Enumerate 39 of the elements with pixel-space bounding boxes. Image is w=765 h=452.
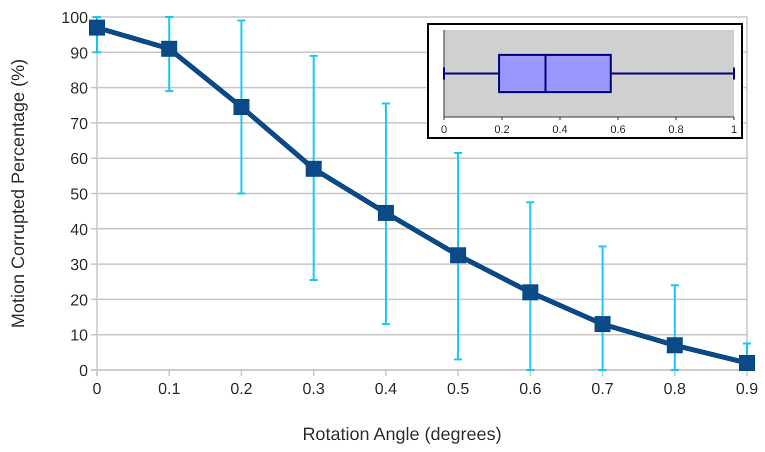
point bbox=[739, 354, 755, 371]
y-tick-label: 100 bbox=[61, 10, 88, 27]
x-tick-label: 0 bbox=[92, 381, 102, 398]
x-tick-label: 0.6 bbox=[610, 124, 626, 136]
x-tick-label: 0.4 bbox=[374, 381, 398, 398]
point bbox=[89, 20, 105, 36]
point bbox=[161, 40, 178, 57]
y-tick-label: 60 bbox=[70, 151, 88, 168]
point bbox=[522, 284, 538, 300]
y-tick-label: 0 bbox=[79, 363, 88, 380]
y-tick-label: 80 bbox=[70, 80, 88, 98]
point bbox=[450, 247, 466, 264]
x-tick-label: 0 bbox=[440, 124, 448, 136]
x-tick-label: 0.2 bbox=[494, 124, 510, 136]
y-tick-label: 10 bbox=[70, 328, 88, 345]
x-axis-title: Rotation Angle (degrees) bbox=[302, 424, 502, 444]
point bbox=[666, 337, 683, 354]
y-tick-label: 30 bbox=[70, 257, 88, 274]
x-tick-label: 0.3 bbox=[302, 381, 325, 398]
point bbox=[233, 99, 250, 116]
y-tick-label: 70 bbox=[70, 116, 88, 133]
y-tick-label: 50 bbox=[70, 186, 88, 204]
x-tick-label: 0.8 bbox=[668, 124, 684, 136]
y-axis-title: Motion Corrupted Percentage (%) bbox=[8, 58, 28, 328]
x-tick-label: 0.5 bbox=[446, 381, 470, 398]
point bbox=[594, 316, 611, 332]
x-tick-label: 0.8 bbox=[664, 381, 686, 398]
x-tick-label: 0.7 bbox=[591, 381, 614, 398]
x-tick-label: 0.9 bbox=[736, 381, 758, 398]
x-tick-label: 0.6 bbox=[519, 381, 542, 398]
x-tick-label: 1 bbox=[730, 124, 738, 136]
point bbox=[378, 204, 394, 221]
y-tick-label: 90 bbox=[70, 45, 88, 62]
x-tick-label: 0.4 bbox=[552, 124, 568, 136]
x-tick-label: 0.1 bbox=[158, 381, 180, 398]
x-tick-label: 0.2 bbox=[230, 381, 253, 398]
point bbox=[306, 160, 322, 177]
y-tick-label: 40 bbox=[70, 222, 88, 239]
y-tick-label: 20 bbox=[70, 292, 88, 310]
